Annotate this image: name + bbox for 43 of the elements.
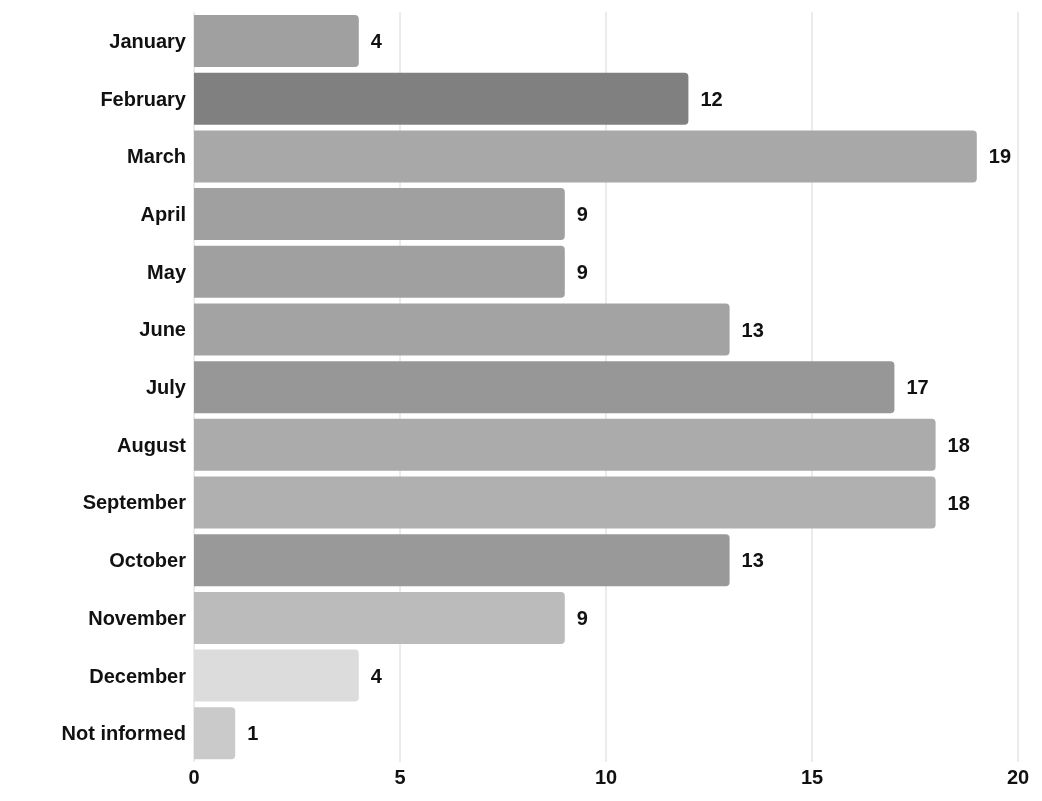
y-tick-label: June xyxy=(139,318,186,341)
bar xyxy=(194,72,689,125)
y-tick-label: August xyxy=(117,433,187,456)
bar xyxy=(194,130,977,183)
bar xyxy=(194,418,936,471)
y-tick-label: September xyxy=(82,491,187,514)
x-tick-label: 10 xyxy=(594,766,618,789)
bar xyxy=(194,188,565,241)
data-label: 1 xyxy=(247,722,259,745)
x-tick-label: 0 xyxy=(188,766,200,789)
y-tick-label: April xyxy=(140,203,186,226)
y-tick-label: Not informed xyxy=(61,722,186,745)
bar xyxy=(194,591,565,644)
y-tick-label: January xyxy=(109,29,187,52)
bar xyxy=(194,15,359,67)
y-tick-label: October xyxy=(109,549,187,572)
data-label: 19 xyxy=(988,145,1012,168)
bar xyxy=(194,707,236,760)
x-tick-label: 5 xyxy=(394,766,406,789)
bar xyxy=(194,534,730,587)
data-label: 12 xyxy=(700,87,723,110)
data-label: 9 xyxy=(576,260,588,283)
data-label: 9 xyxy=(576,607,588,630)
y-tick-label: May xyxy=(147,260,187,283)
y-tick-label: November xyxy=(88,606,187,629)
bar xyxy=(194,476,936,529)
data-label: 13 xyxy=(741,549,764,572)
y-tick-label: March xyxy=(127,145,186,168)
data-label: 13 xyxy=(741,318,764,341)
bar xyxy=(194,361,895,414)
x-tick-label: 15 xyxy=(800,766,824,789)
y-tick-label: July xyxy=(145,376,187,399)
bar xyxy=(194,245,565,298)
data-label: 18 xyxy=(947,433,970,456)
data-label: 17 xyxy=(906,376,929,399)
x-tick-label: 20 xyxy=(1006,766,1030,789)
data-label: 9 xyxy=(576,203,588,226)
data-label: 4 xyxy=(370,664,383,687)
data-label: 4 xyxy=(370,30,383,53)
y-tick-label: February xyxy=(100,87,187,110)
y-tick-label: December xyxy=(89,664,187,687)
data-label: 18 xyxy=(947,491,970,514)
bar xyxy=(194,303,730,356)
